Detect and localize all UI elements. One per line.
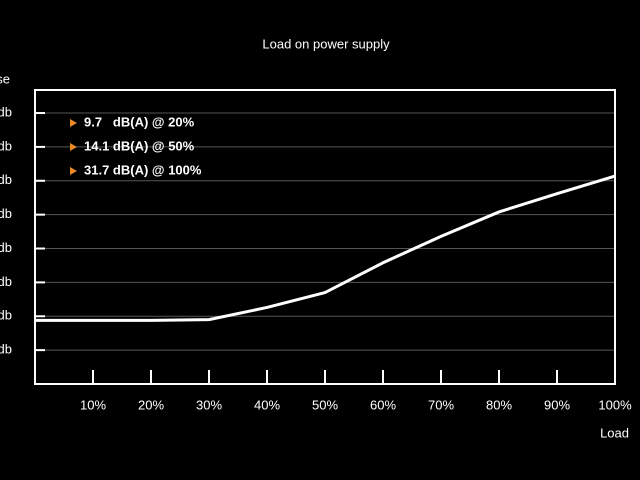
x-tick-label: 40%	[254, 397, 280, 412]
x-tick-label: 10%	[80, 397, 106, 412]
annotation-marker	[70, 119, 77, 127]
x-tick-label: 60%	[370, 397, 396, 412]
annotation: 14.1 dB(A) @ 50%	[84, 138, 195, 153]
y-tick-label: db	[0, 342, 12, 357]
y-tick-label: db	[0, 240, 12, 255]
plot-frame	[34, 89, 616, 385]
x-axis-label: Load	[600, 425, 629, 440]
y-tick-label: db	[0, 172, 12, 187]
y-tick-label: db	[0, 138, 12, 153]
annotation: 9.7 dB(A) @ 20%	[84, 114, 195, 129]
x-tick-label: 80%	[486, 397, 512, 412]
line-series	[35, 174, 616, 322]
x-tick-label: 50%	[312, 397, 338, 412]
y-axis-label: se	[0, 71, 10, 86]
chart-title: Load on power supply	[262, 36, 390, 51]
y-tick-label: db	[0, 206, 12, 221]
x-tick-label: 70%	[428, 397, 454, 412]
x-tick-label: 100%	[598, 397, 632, 412]
annotation-marker	[70, 143, 77, 151]
y-tick-label: db	[0, 104, 12, 119]
x-tick-label: 30%	[196, 397, 222, 412]
annotation: 31.7 dB(A) @ 100%	[84, 162, 202, 177]
annotation-marker	[70, 167, 77, 175]
x-tick-label: 20%	[138, 397, 164, 412]
x-tick-label: 90%	[544, 397, 570, 412]
y-tick-label: db	[0, 274, 12, 289]
y-tick-label: db	[0, 308, 12, 323]
